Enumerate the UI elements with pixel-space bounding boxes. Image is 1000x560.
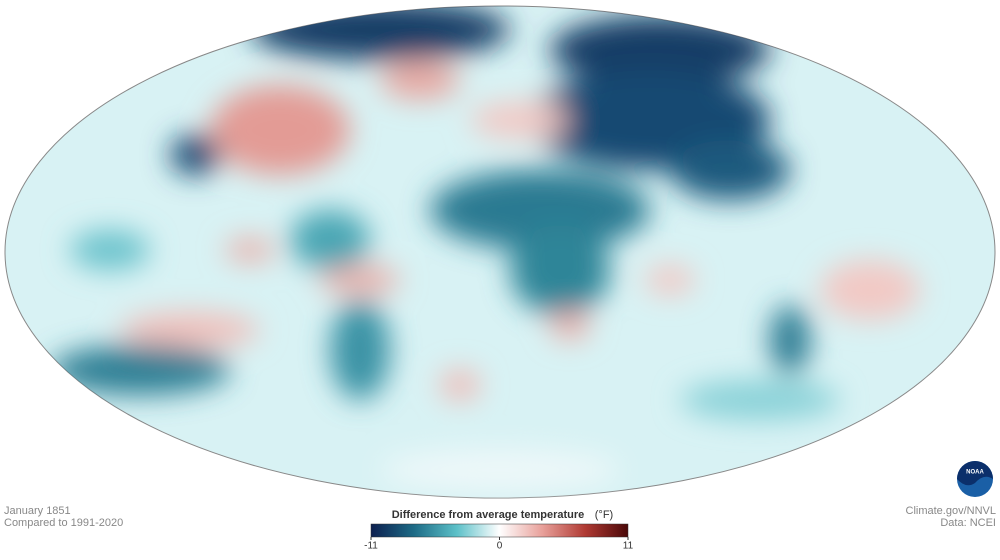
source-label: Data: NCEI [940, 517, 996, 529]
color-bar [370, 523, 629, 538]
legend-tick-label: 11 [623, 541, 634, 552]
legend-tick-label: 0 [497, 541, 503, 552]
logo-text: NOAA [966, 470, 984, 476]
legend-unit: (°F) [595, 509, 613, 521]
date-label: January 1851 [4, 505, 71, 517]
baseline-label: Compared to 1991-2020 [4, 517, 123, 529]
credit-label: Climate.gov/NNVL [906, 505, 996, 517]
noaa-logo: NOAA [957, 461, 993, 497]
world-map [4, 5, 996, 499]
color-legend: Difference from average temperature (°F)… [364, 509, 633, 552]
legend-tick-label: -11 [364, 541, 378, 552]
legend-title: Difference from average temperature [392, 509, 585, 521]
